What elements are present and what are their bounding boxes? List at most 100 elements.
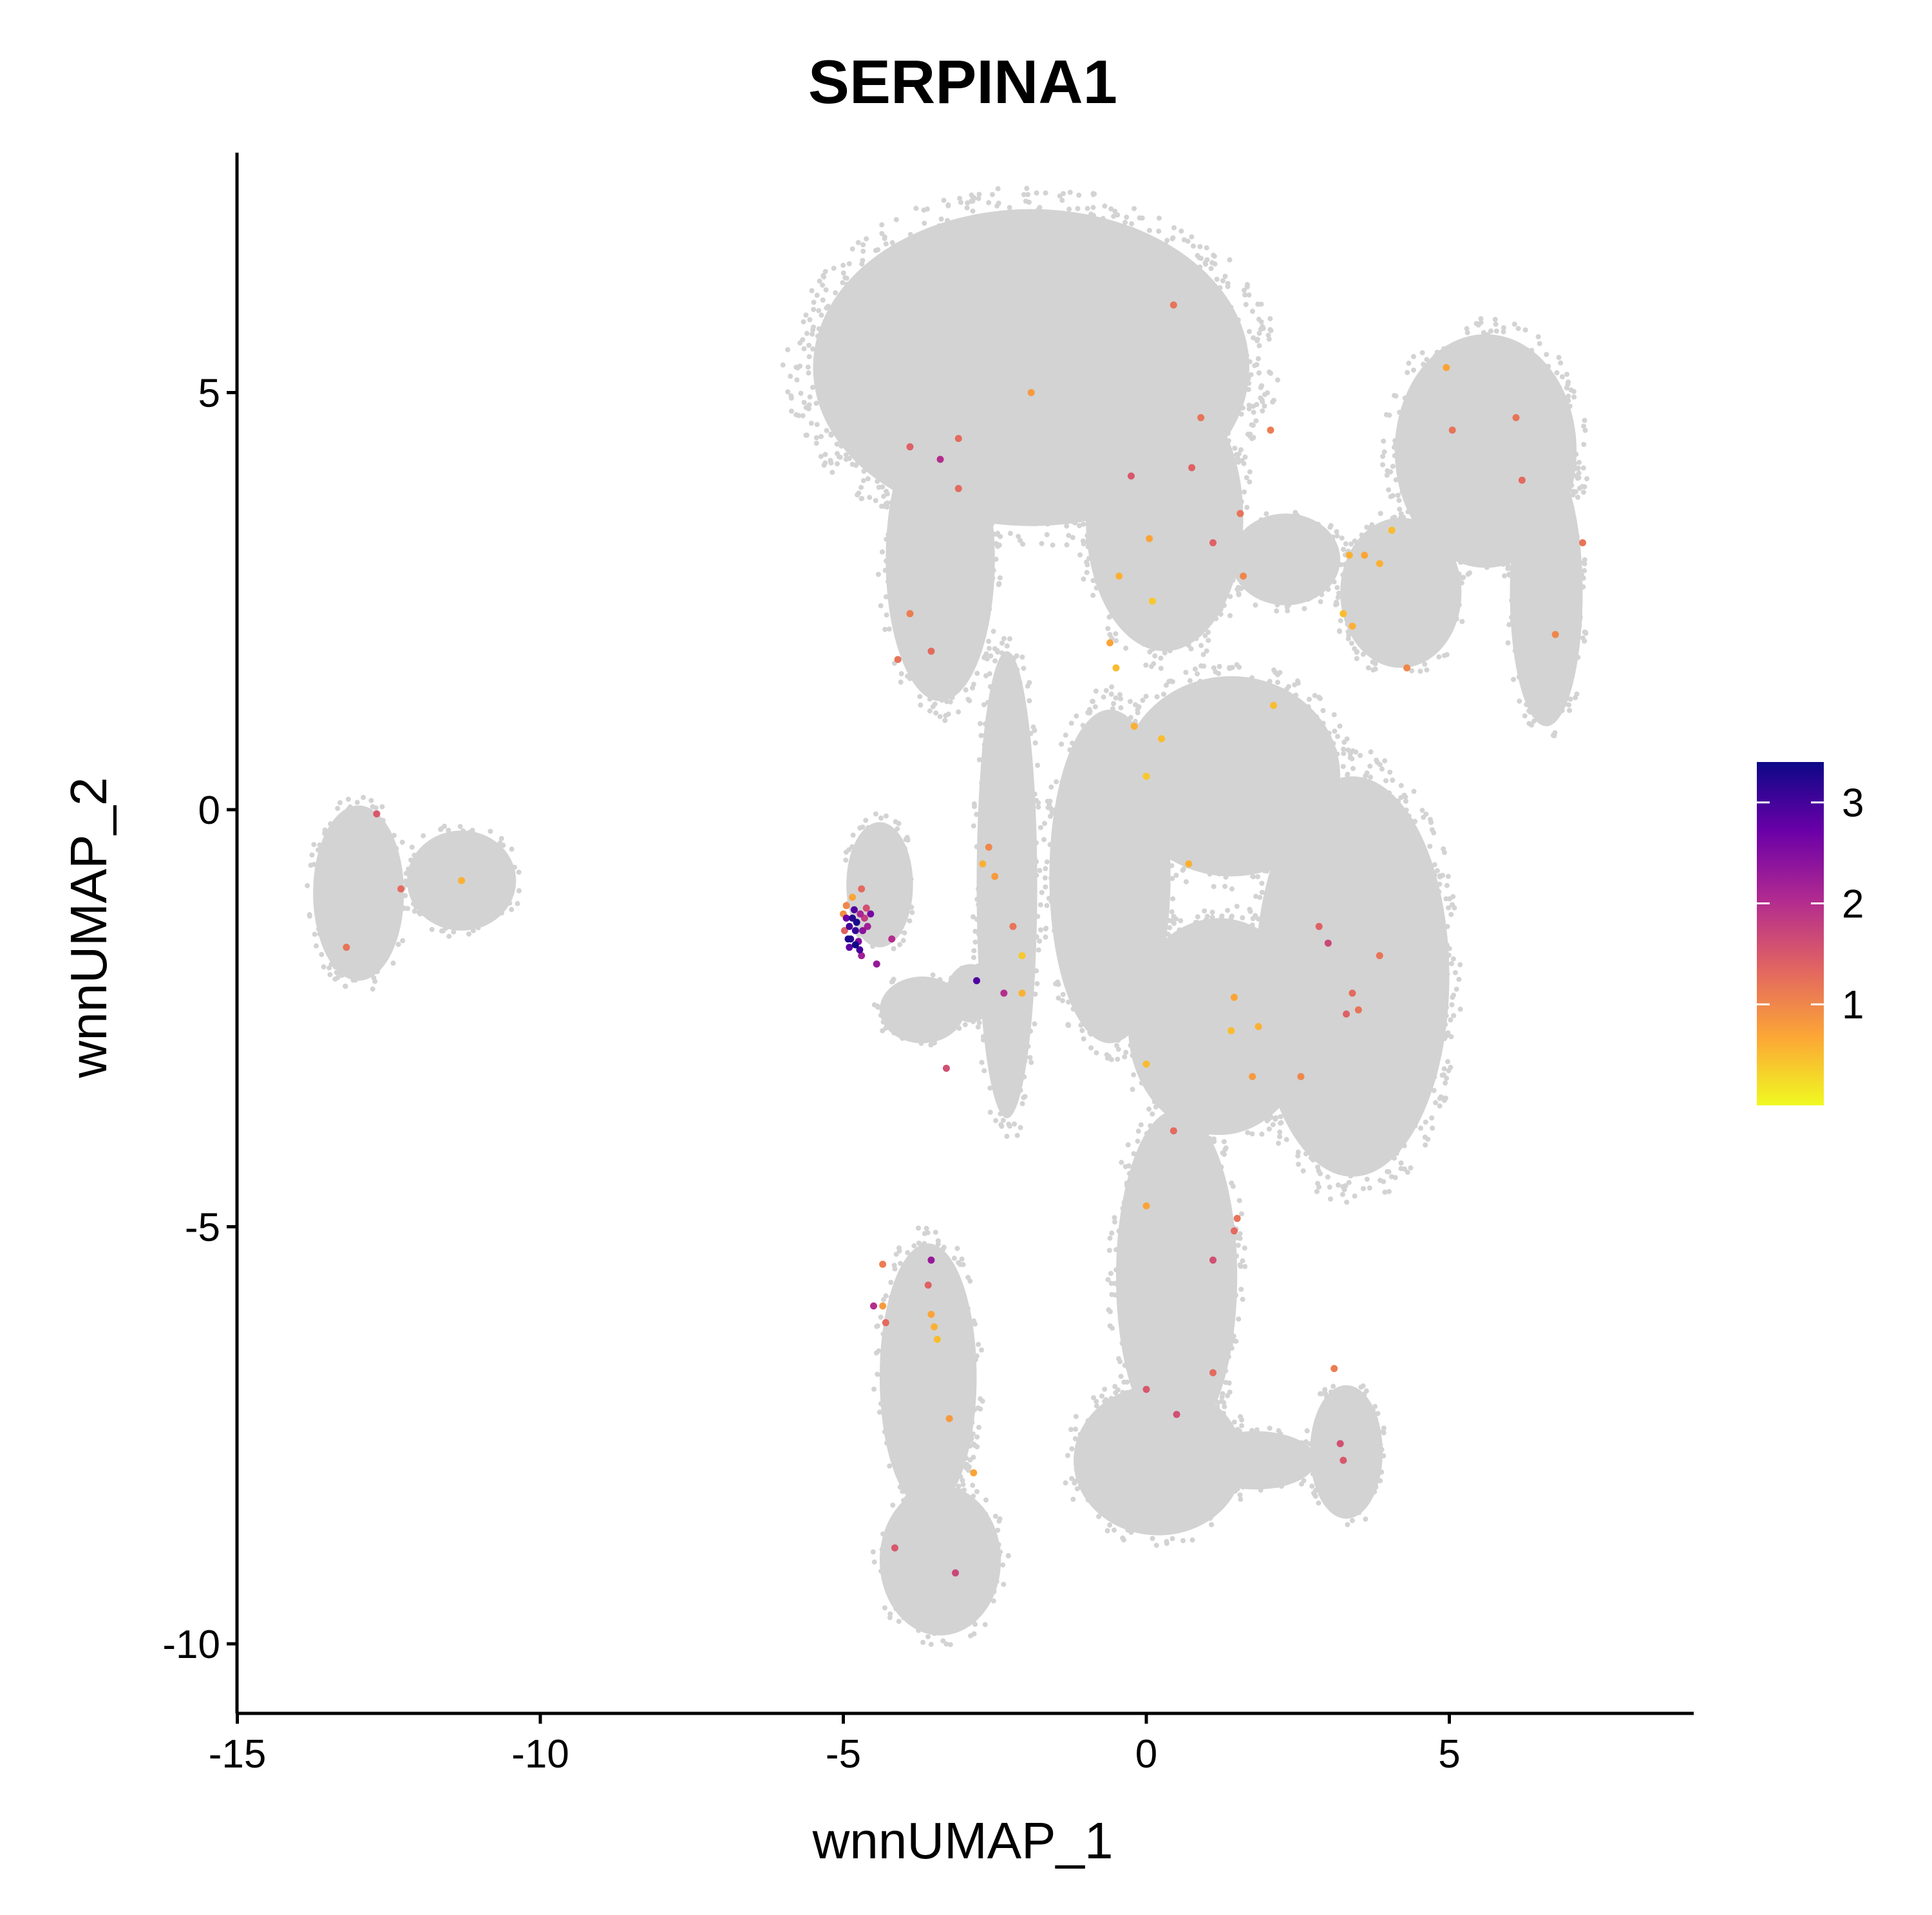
background-cell bbox=[1456, 602, 1462, 608]
background-cell bbox=[844, 281, 850, 287]
background-cell bbox=[826, 303, 831, 309]
background-cell bbox=[1395, 493, 1401, 499]
background-cell bbox=[992, 658, 998, 664]
background-cell bbox=[317, 848, 323, 854]
expression-point bbox=[1443, 364, 1450, 372]
background-cell bbox=[1091, 1395, 1097, 1400]
background-cell bbox=[1268, 1114, 1274, 1120]
background-cell bbox=[1107, 1309, 1113, 1315]
background-cell bbox=[1139, 215, 1145, 221]
background-cell bbox=[941, 198, 947, 204]
background-cell bbox=[819, 312, 824, 318]
background-cell bbox=[1451, 1013, 1457, 1018]
background-cell bbox=[1403, 798, 1408, 804]
background-cell bbox=[1126, 1170, 1132, 1176]
background-cell bbox=[1452, 341, 1458, 347]
background-cell bbox=[1264, 895, 1270, 901]
background-cell bbox=[1135, 1138, 1141, 1144]
background-cell bbox=[971, 948, 977, 953]
background-cell bbox=[1464, 330, 1470, 336]
background-cell bbox=[1381, 449, 1387, 455]
background-cell bbox=[850, 832, 856, 838]
background-cell bbox=[1457, 1006, 1463, 1012]
background-cell bbox=[903, 912, 909, 918]
background-cell bbox=[1090, 578, 1096, 584]
background-cell bbox=[810, 346, 816, 352]
background-cell bbox=[1183, 931, 1189, 937]
background-cell bbox=[1445, 873, 1451, 879]
background-cell bbox=[931, 400, 936, 406]
background-cell bbox=[1418, 1125, 1424, 1131]
background-cell bbox=[1560, 406, 1566, 412]
background-cell bbox=[959, 1457, 965, 1463]
background-cell bbox=[1190, 243, 1196, 249]
background-cell bbox=[1557, 446, 1562, 452]
background-cell bbox=[908, 876, 914, 882]
background-cell bbox=[1123, 1049, 1129, 1055]
background-cell bbox=[1379, 1447, 1385, 1453]
background-cell bbox=[832, 395, 838, 401]
background-cell bbox=[1459, 618, 1465, 624]
background-cell bbox=[880, 1331, 886, 1337]
background-cell bbox=[1314, 989, 1320, 995]
background-cell bbox=[1459, 575, 1465, 581]
background-cell bbox=[1207, 393, 1213, 399]
background-cell bbox=[1331, 1384, 1336, 1389]
background-cell bbox=[1334, 751, 1340, 757]
background-cell bbox=[1558, 462, 1564, 468]
background-cell bbox=[1086, 555, 1092, 561]
background-cell bbox=[1079, 511, 1085, 517]
background-cell bbox=[1294, 513, 1300, 519]
background-cell bbox=[1401, 514, 1406, 520]
background-cell bbox=[1219, 913, 1225, 919]
background-cell bbox=[1146, 227, 1152, 233]
background-cell bbox=[327, 972, 333, 978]
background-cell bbox=[1111, 701, 1117, 707]
background-cell bbox=[311, 842, 317, 848]
background-cell bbox=[438, 826, 444, 832]
background-cell bbox=[1056, 995, 1061, 1001]
background-cell bbox=[927, 421, 933, 426]
background-cell bbox=[1005, 1553, 1011, 1559]
background-cell bbox=[1179, 258, 1185, 264]
background-cell bbox=[1084, 205, 1090, 211]
background-cell bbox=[860, 258, 866, 263]
background-cell bbox=[890, 1502, 896, 1508]
background-cell bbox=[1255, 874, 1261, 880]
expression-point bbox=[931, 1323, 938, 1331]
background-cell bbox=[1224, 325, 1230, 330]
background-cell bbox=[1342, 778, 1348, 784]
background-cell bbox=[1064, 542, 1070, 548]
cluster-body bbox=[1085, 384, 1244, 651]
background-cell bbox=[1256, 343, 1262, 348]
background-cell bbox=[885, 500, 891, 506]
background-cell bbox=[1224, 305, 1229, 311]
background-cell bbox=[1253, 893, 1259, 899]
background-cell bbox=[1000, 1562, 1006, 1568]
background-cell bbox=[934, 397, 940, 403]
background-cell bbox=[1044, 902, 1050, 908]
background-cell bbox=[1126, 1524, 1132, 1530]
background-cell bbox=[1297, 1069, 1303, 1074]
background-cell bbox=[1027, 1054, 1033, 1060]
background-cell bbox=[942, 229, 947, 234]
background-cell bbox=[451, 830, 457, 836]
background-cell bbox=[1319, 592, 1325, 598]
background-cell bbox=[999, 1096, 1005, 1101]
background-cell bbox=[935, 1241, 941, 1247]
background-cell bbox=[967, 1457, 973, 1463]
background-cell bbox=[1151, 737, 1157, 743]
background-cell bbox=[1115, 1037, 1121, 1043]
background-cell bbox=[1296, 805, 1302, 810]
background-cell bbox=[1320, 1161, 1326, 1167]
background-cell bbox=[998, 517, 1003, 523]
background-cell bbox=[818, 453, 824, 459]
background-cell bbox=[1111, 213, 1117, 219]
background-cell bbox=[952, 682, 958, 688]
background-cell bbox=[1258, 319, 1264, 325]
background-cell bbox=[1209, 920, 1215, 926]
background-cell bbox=[988, 521, 994, 527]
background-cell bbox=[1097, 222, 1103, 228]
expression-point bbox=[927, 1310, 935, 1318]
